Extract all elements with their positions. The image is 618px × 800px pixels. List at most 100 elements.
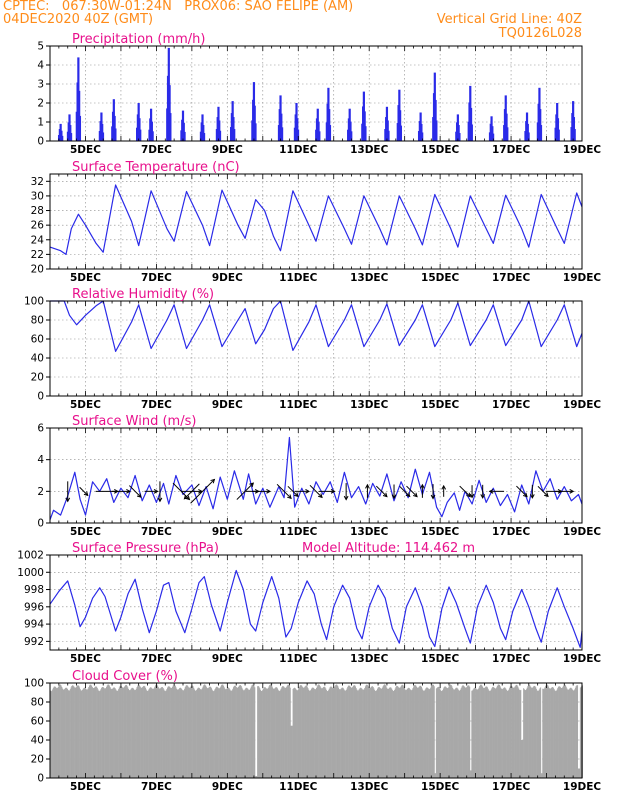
cloud-cover-bar <box>182 690 184 778</box>
cloud-cover-bar <box>355 688 357 778</box>
panel-title: Precipitation (mm/h) <box>72 32 205 47</box>
cloud-cover-bar <box>247 689 249 778</box>
cloud-cover-bar <box>271 685 273 778</box>
cloud-cover-bar <box>499 686 501 778</box>
cloud-cover-bar <box>569 688 571 778</box>
precip-bar <box>458 133 461 141</box>
cloud-cover-bar <box>396 686 398 778</box>
cloud-cover-bar <box>118 689 120 778</box>
cloud-cover-bar <box>371 686 373 778</box>
cloud-cover-bar <box>402 685 404 778</box>
cloud-cover-bar <box>295 689 297 778</box>
cloud-cover-bar <box>461 686 463 778</box>
precip-bar <box>151 131 154 141</box>
cloud-cover-bar <box>523 688 525 778</box>
cloud-cover-bar <box>418 687 420 778</box>
cloud-cover-bar <box>419 685 421 778</box>
cloud-cover-bar <box>129 690 131 778</box>
cloud-cover-bar <box>100 689 102 778</box>
wind-arrow <box>276 483 292 499</box>
cloud-cover-bar <box>462 685 464 778</box>
cloud-cover-bar <box>255 776 257 778</box>
cloud-cover-bar <box>130 688 132 778</box>
x-day-label: 17DEC <box>492 399 531 411</box>
cloud-cover-bar <box>509 686 511 778</box>
cloud-cover-bar <box>352 685 354 778</box>
cloud-cover-bar <box>208 686 210 778</box>
cloud-cover-bar <box>51 690 53 778</box>
y-tick-label: 3 <box>37 79 44 91</box>
cloud-cover-bar <box>60 685 62 778</box>
cloud-cover-bar <box>95 686 97 778</box>
cloud-cover-bar <box>233 687 235 778</box>
cloud-cover-bar <box>54 686 56 778</box>
cloud-cover-bar <box>411 690 413 778</box>
cloud-cover-bar <box>103 687 105 778</box>
cloud-cover-bar <box>513 687 515 778</box>
cloud-cover-bar <box>531 687 533 778</box>
cloud-cover-bar <box>176 688 178 778</box>
cloud-cover-bar <box>57 686 59 778</box>
cloud-cover-bar <box>213 690 215 778</box>
cloud-cover-bar <box>424 689 426 778</box>
cloud-cover-bar <box>582 685 584 778</box>
cloud-cover-bar <box>120 686 122 778</box>
cloud-cover-bar <box>98 691 100 778</box>
cloud-cover-bar <box>526 687 528 778</box>
cloud-cover-bar <box>501 689 503 778</box>
cloud-cover-bar <box>391 688 393 778</box>
cloud-cover-bar <box>412 688 414 778</box>
wind-arrow-head <box>441 484 447 490</box>
cloud-cover-bar <box>468 685 470 778</box>
wind-arrow <box>399 485 411 497</box>
cloud-cover-bar <box>497 684 499 778</box>
cloud-cover-bar <box>369 687 371 778</box>
cloud-cover-bar <box>308 690 310 778</box>
cloud-cover-bar <box>513 687 515 778</box>
cloud-cover-bar <box>398 687 400 778</box>
cloud-cover-bar <box>400 686 402 778</box>
cloud-cover-bar <box>518 688 520 778</box>
cloud-cover-bar <box>503 687 505 778</box>
y-tick-label: 40 <box>31 735 44 747</box>
precip-bar <box>573 129 576 141</box>
cloud-cover-bar <box>174 684 176 778</box>
cloud-cover-bar <box>79 689 81 778</box>
cloud-cover-bar <box>64 688 66 778</box>
cloud-cover-bar <box>191 685 193 778</box>
cloud-cover-bar <box>533 685 535 778</box>
cloud-cover-bar <box>52 689 54 778</box>
cloud-cover-bar <box>433 684 435 778</box>
cloud-cover-bar <box>476 689 478 778</box>
cloud-cover-bar <box>462 685 464 778</box>
cloud-cover-bar <box>208 687 210 778</box>
cloud-cover-bar <box>113 687 115 778</box>
y-tick-label: 998 <box>24 584 44 596</box>
cloud-cover-bar <box>139 686 141 778</box>
cloud-cover-bar <box>356 689 358 778</box>
cloud-cover-bar <box>559 686 561 778</box>
cloud-cover-bar <box>262 688 264 778</box>
cloud-cover-bar <box>312 687 314 778</box>
cloud-cover-bar <box>302 687 304 778</box>
cloud-cover-bar <box>142 686 144 778</box>
cloud-cover-bar <box>316 687 318 778</box>
y-tick-label: 1002 <box>17 550 44 562</box>
cloud-cover-bar <box>539 688 541 778</box>
wind-arrow-head <box>330 488 336 494</box>
precip-bar <box>169 113 172 141</box>
cloud-cover-bar <box>75 687 77 778</box>
cloud-cover-bar <box>564 685 566 778</box>
cloud-cover-bar <box>280 688 282 778</box>
wind-arrow <box>375 485 388 497</box>
cloud-cover-bar <box>336 684 338 778</box>
cloud-cover-bar <box>414 684 416 778</box>
cloud-cover-bar <box>105 688 107 778</box>
cloud-cover-bar <box>237 687 239 778</box>
precip-bar <box>114 128 117 141</box>
cloud-cover-bar <box>210 686 212 778</box>
cloud-cover-bar <box>235 687 237 778</box>
cloud-cover-bar <box>212 690 214 778</box>
cloud-cover-bar <box>442 688 444 778</box>
cloud-cover-bar <box>553 688 555 778</box>
